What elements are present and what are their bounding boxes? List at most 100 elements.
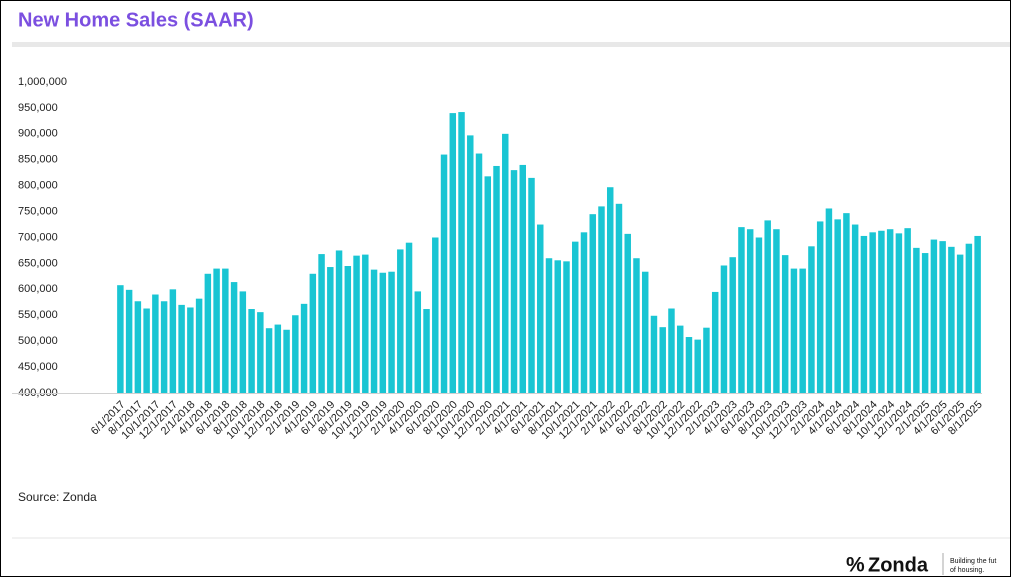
bar: [125, 289, 133, 393]
bar: [790, 268, 798, 393]
bar: [869, 232, 876, 393]
bar: [904, 228, 911, 393]
bar: [799, 268, 806, 393]
bar: [117, 285, 124, 393]
bar: [755, 237, 763, 393]
bar: [589, 214, 596, 393]
bar: [860, 235, 868, 393]
bar: [729, 257, 736, 393]
bar: [327, 267, 334, 393]
bar: [195, 298, 203, 393]
bar: [344, 266, 352, 393]
bar: [265, 328, 273, 393]
bar: [222, 268, 229, 393]
bar: [309, 273, 317, 393]
bar: [458, 112, 465, 394]
bar: [178, 304, 185, 393]
bar: [878, 230, 885, 393]
bar: [650, 315, 658, 393]
bar: [353, 255, 360, 393]
bar: [143, 308, 150, 393]
tagline: of housing.: [950, 567, 984, 574]
bar: [528, 177, 535, 393]
y-tick-label: 700,000: [18, 231, 58, 243]
bar: [834, 219, 841, 393]
bar: [572, 241, 579, 393]
bar: [781, 255, 789, 393]
brand-logo-mark: %: [846, 554, 865, 577]
bar: [230, 282, 238, 393]
bar: [519, 164, 526, 393]
bar: [816, 221, 824, 393]
bar: [711, 291, 719, 393]
bar: [362, 254, 369, 393]
bar: [204, 273, 212, 393]
bar: [939, 241, 946, 393]
bar: [659, 327, 666, 393]
y-tick-label: 450,000: [18, 361, 58, 373]
bar: [423, 309, 430, 393]
bar: [257, 312, 264, 393]
bar: [563, 261, 570, 393]
bar: [134, 301, 142, 393]
bar: [956, 254, 964, 393]
bar: [335, 250, 343, 393]
bar: [676, 325, 684, 393]
bar: [239, 291, 247, 393]
y-tick-label: 750,000: [18, 205, 58, 217]
bar: [886, 229, 894, 393]
bar: [545, 258, 553, 393]
bar: [502, 133, 509, 394]
bar: [169, 289, 177, 393]
bar: [598, 206, 605, 393]
bar: [152, 294, 159, 393]
bar: [633, 258, 640, 393]
bar: [292, 315, 299, 393]
bar: [773, 229, 780, 393]
bar: [274, 324, 282, 393]
bar: [694, 339, 701, 393]
bar: [187, 307, 194, 393]
bar: [440, 154, 448, 393]
bar: [554, 260, 561, 393]
y-tick-label: 950,000: [18, 102, 58, 114]
bar: [685, 337, 693, 393]
bar: [388, 271, 395, 393]
tagline: Building the fut: [950, 558, 996, 565]
chart-title: New Home Sales (SAAR): [18, 9, 254, 31]
bar: [913, 247, 920, 393]
bar: [484, 176, 492, 393]
bar: [537, 224, 544, 393]
y-tick-label: 1,000,000: [18, 76, 67, 88]
bar: [703, 327, 710, 393]
y-tick-label: 550,000: [18, 309, 58, 321]
bar: [615, 203, 623, 393]
bar: [432, 237, 439, 393]
bar: [825, 208, 833, 393]
bar: [379, 272, 387, 393]
bar: [475, 153, 483, 393]
y-tick-label: 850,000: [18, 154, 58, 166]
y-tick-label: 650,000: [18, 257, 58, 269]
bar: [213, 268, 220, 393]
bar: [720, 265, 728, 393]
title-rule: [12, 42, 1010, 47]
source: Source: Zonda: [18, 490, 97, 504]
y-tick-label: 500,000: [18, 335, 58, 347]
bar: [160, 301, 168, 393]
bar: [405, 242, 413, 393]
bar: [746, 229, 754, 393]
bar: [318, 254, 325, 393]
bar: [764, 220, 771, 393]
bar: [449, 113, 457, 393]
bar: [895, 233, 903, 393]
bar: [668, 308, 675, 393]
bar: [808, 246, 815, 393]
bar: [965, 243, 973, 393]
y-tick-label: 900,000: [18, 128, 58, 140]
bar: [397, 249, 404, 393]
bar: [974, 235, 981, 393]
bar: [921, 253, 929, 393]
